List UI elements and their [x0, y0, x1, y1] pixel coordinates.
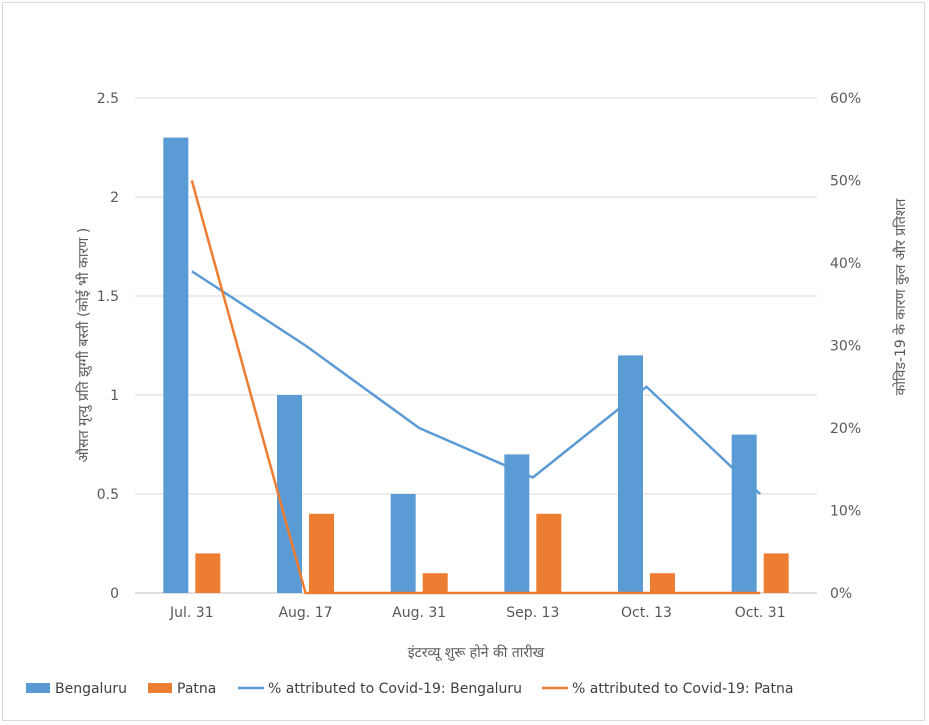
bar-bengaluru — [504, 454, 530, 593]
x-tick-label: Aug. 31 — [392, 605, 446, 621]
y2-tick-label: 10% — [830, 504, 861, 520]
x-tick-label: Oct. 31 — [735, 605, 786, 621]
bar-patna — [195, 553, 221, 593]
bar-bengaluru — [163, 137, 189, 593]
bar-bengaluru — [731, 434, 757, 593]
bar-patna — [309, 513, 334, 593]
x-tick-label: Oct. 13 — [621, 605, 672, 621]
y2-axis-title: कोविड-19 के कारण कुल और प्रतिशत — [892, 198, 909, 396]
legend-label: % attributed to Covid-19: Patna — [572, 681, 793, 697]
bar-patna — [650, 573, 675, 593]
y-tick-label: 2.5 — [97, 91, 119, 107]
y2-axis-ticks: 0% 10% 20% 30% 40% 50% 60% — [830, 91, 861, 602]
legend-label: % attributed to Covid-19: Bengaluru — [268, 681, 522, 697]
line-series-1 — [191, 270, 762, 495]
legend-swatch — [148, 683, 172, 693]
bar-patna — [763, 553, 789, 593]
y2-tick-label: 60% — [830, 91, 861, 107]
legend-swatch — [26, 683, 50, 693]
bar-bengaluru — [277, 395, 302, 593]
y-tick-label: 2 — [110, 190, 119, 206]
line-series-2 — [190, 180, 761, 595]
y-tick-label: 1 — [110, 388, 119, 404]
y-tick-label: 0.5 — [97, 487, 119, 503]
x-tick-label: Aug. 17 — [278, 605, 332, 621]
y-axis-title: औसत मृत्यु प्रति झुग्गी बस्ती (कोई भी का… — [75, 228, 92, 462]
lines — [190, 180, 762, 595]
y2-tick-label: 0% — [830, 586, 852, 602]
legend-label: Patna — [177, 681, 216, 697]
x-tick-label: Sep. 13 — [506, 605, 559, 621]
y2-tick-label: 50% — [830, 174, 861, 190]
y2-tick-label: 40% — [830, 256, 861, 272]
y-tick-label: 1.5 — [97, 289, 119, 305]
x-axis-title: इंटरव्यू शुरू होने की तारीख — [408, 644, 545, 661]
x-axis-ticks: Jul. 31 Aug. 17 Aug. 31 Sep. 13 Oct. 13 Oct. … — [169, 605, 786, 621]
bars — [163, 137, 789, 593]
legend-label: Bengaluru — [55, 681, 127, 697]
bar-bengaluru — [618, 355, 643, 593]
bar-bengaluru — [390, 494, 416, 593]
y2-tick-label: 20% — [830, 421, 861, 437]
y2-tick-label: 30% — [830, 339, 861, 355]
bar-patna — [536, 513, 562, 593]
legend: Bengaluru Patna % attributed to Covid-19: … — [26, 681, 793, 697]
y-tick-label: 0 — [110, 586, 119, 602]
x-tick-label: Jul. 31 — [169, 605, 214, 621]
bar-patna — [422, 573, 448, 593]
y-axis-ticks: 0 0.5 1 1.5 2 2.5 — [97, 91, 119, 602]
